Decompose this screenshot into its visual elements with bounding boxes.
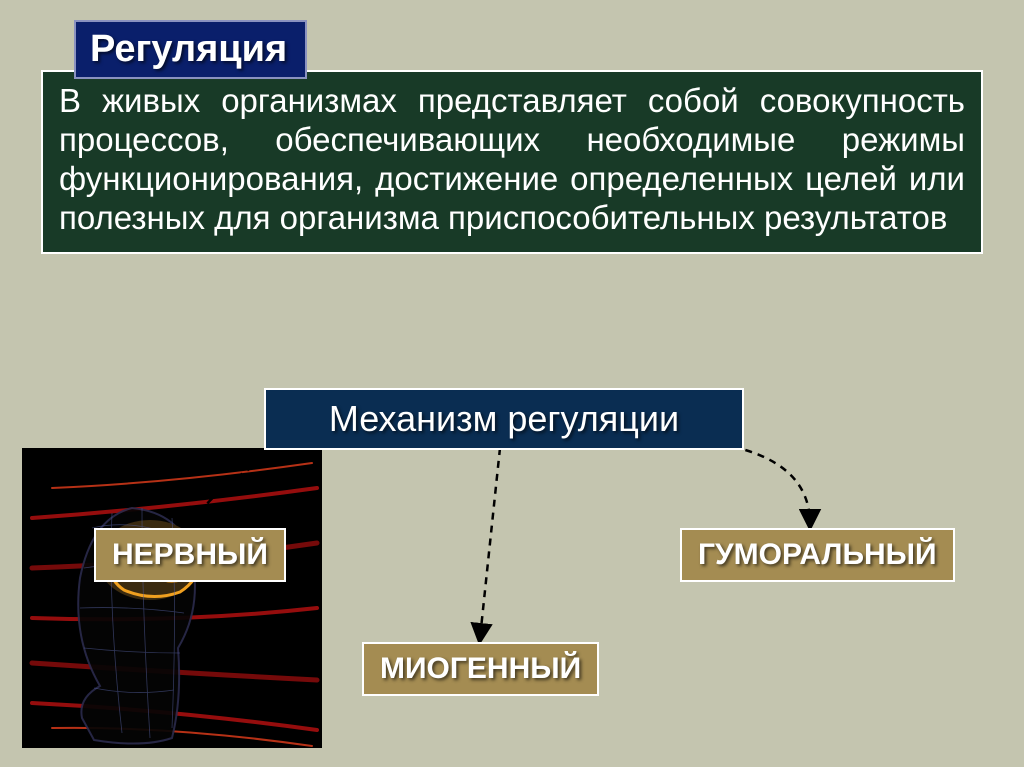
mechanism-label: Механизм регуляции xyxy=(329,398,679,439)
branch-myogenic: МИОГЕННЫЙ xyxy=(362,642,599,696)
description-text: В живых организмах представляет собой со… xyxy=(59,82,965,238)
branch-nervous: НЕРВНЫЙ xyxy=(94,528,286,582)
description-box: В живых организмах представляет собой со… xyxy=(41,70,983,254)
branch-myogenic-label: МИОГЕННЫЙ xyxy=(380,652,581,685)
arrow-to-humoral xyxy=(720,444,810,524)
brain-illustration xyxy=(22,448,322,748)
arrow-to-myogenic xyxy=(480,448,500,638)
title-text: Регуляция xyxy=(90,28,287,70)
mechanism-box: Механизм регуляции xyxy=(264,388,744,450)
branch-humoral-label: ГУМОРАЛЬНЫЙ xyxy=(698,538,937,571)
branch-nervous-label: НЕРВНЫЙ xyxy=(112,538,268,571)
branch-humoral: ГУМОРАЛЬНЫЙ xyxy=(680,528,955,582)
title-box: Регуляция xyxy=(74,20,307,79)
